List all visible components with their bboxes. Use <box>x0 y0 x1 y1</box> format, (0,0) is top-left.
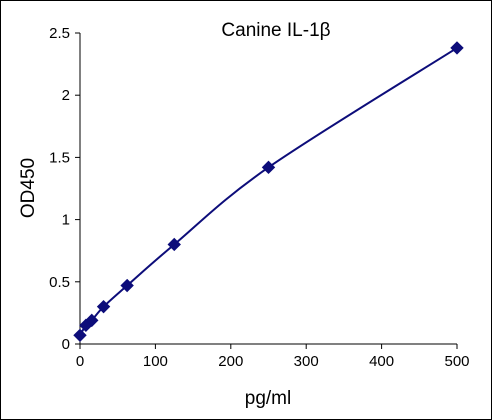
series-layer <box>73 41 464 342</box>
plot-area: 0 0.5 1 1.5 2 2.5 0 100 200 300 400 500 <box>49 25 469 370</box>
x-tick-label: 200 <box>218 353 243 370</box>
x-tick-label: 0 <box>76 353 84 370</box>
data-point <box>450 41 464 55</box>
x-axis-title: pg/ml <box>245 388 291 409</box>
data-point <box>96 299 111 314</box>
y-tick-label: 1 <box>62 212 70 229</box>
x-tick-label: 300 <box>294 353 319 370</box>
y-axis-title: OD450 <box>18 158 39 218</box>
y-tick-label: 0.5 <box>49 274 70 291</box>
trend-line <box>79 47 458 336</box>
x-tick-label: 400 <box>369 353 394 370</box>
y-tick-label: 2 <box>62 87 70 104</box>
y-tick-label: 1.5 <box>49 149 70 166</box>
data-point <box>85 313 99 328</box>
x-ticks: 0 100 200 300 400 500 <box>76 344 470 370</box>
x-tick-label: 500 <box>444 353 469 370</box>
data-point <box>120 278 134 293</box>
data-point <box>167 237 181 252</box>
data-point <box>261 160 276 175</box>
data-point <box>73 328 87 342</box>
y-tick-label: 2.5 <box>49 25 70 42</box>
x-tick-label: 100 <box>143 353 168 370</box>
chart-title: Canine IL-1β <box>221 20 330 41</box>
y-ticks: 0 0.5 1 1.5 2 2.5 <box>49 25 80 353</box>
y-tick-label: 0 <box>62 336 70 353</box>
